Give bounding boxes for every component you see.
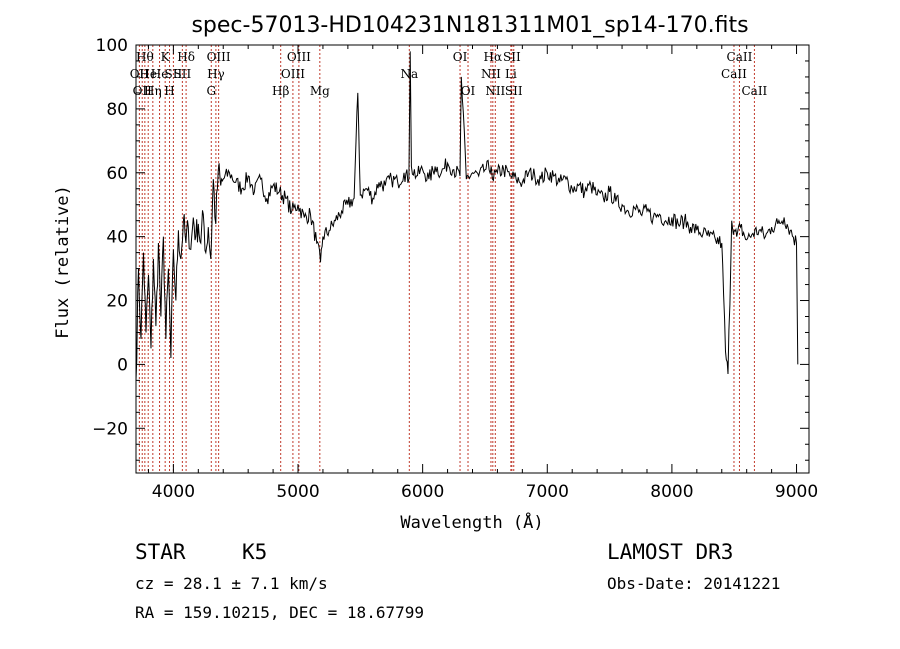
line-marker-label-18: Na: [400, 67, 418, 81]
survey-name: LAMOST DR3: [607, 540, 734, 564]
spectral-line-markers: [138, 45, 755, 473]
line-marker-label-4: Hη: [144, 84, 162, 98]
line-marker-label-19: OI: [453, 50, 468, 64]
x-axis-label: Wavelength (Å): [400, 511, 543, 533]
line-marker-label-11: G: [206, 84, 216, 98]
y-tick-label-4: 60: [106, 164, 128, 184]
line-marker-label-1: OII: [133, 84, 153, 98]
x-tick-label-1: 5000: [276, 482, 319, 502]
line-marker-label-3: He: [139, 67, 157, 81]
line-marker-label-5: He: [151, 67, 169, 81]
x-tick-label-3: 7000: [526, 482, 569, 502]
y-tick-label-6: 100: [96, 36, 128, 56]
line-marker-label-7: H: [164, 84, 174, 98]
flux-series-line: [135, 51, 799, 381]
line-marker-label-22: Hα: [484, 50, 503, 64]
y-tick-label-5: 80: [106, 100, 128, 120]
line-marker-label-15: OIII: [281, 67, 305, 81]
line-marker-label-29: CaII: [741, 84, 767, 98]
y-tick-label-0: −20: [92, 419, 128, 439]
line-marker-label-26: SII: [505, 84, 523, 98]
y-tick-label-3: 40: [106, 228, 128, 248]
chart-title: spec-57013-HD104231N181311M01_sp14-170.f…: [191, 13, 748, 38]
line-marker-label-16: OIII: [287, 50, 311, 64]
line-marker-label-6: K: [161, 50, 171, 64]
line-marker-label-9: Hδ: [177, 50, 195, 64]
y-tick-label-1: 0: [117, 355, 128, 375]
x-tick-label-2: 6000: [401, 482, 444, 502]
coordinates-readout: RA = 159.10215, DEC = 18.67799: [135, 603, 424, 622]
spectral-line-labels: OIIOIIHθHeHηHeKHSIIHδSIIGHγOIIIHβOIIIOII…: [130, 50, 768, 98]
line-marker-label-17: Mg: [310, 84, 330, 98]
line-marker-label-0: OII: [130, 67, 150, 81]
y-tick-label-2: 20: [106, 292, 128, 312]
spectral-subclass: K5: [242, 540, 268, 564]
line-marker-label-14: Hβ: [272, 84, 289, 98]
object-class: STAR: [135, 540, 186, 564]
line-marker-label-12: Hγ: [207, 67, 225, 81]
x-tick-label-4: 8000: [650, 482, 693, 502]
x-tick-label-5: 9000: [775, 482, 818, 502]
y-axis-ticks: −20 0 20 40 60 80 100: [92, 36, 809, 461]
line-marker-label-21: NII: [481, 67, 501, 81]
observation-date: Obs-Date: 20141221: [607, 574, 781, 593]
redshift-readout: cz = 28.1 ± 7.1 km/s: [135, 574, 328, 593]
line-marker-label-8: SII: [165, 67, 183, 81]
line-marker-label-23: NII: [485, 84, 505, 98]
line-marker-label-25: SII: [503, 50, 521, 64]
plot-frame: [135, 44, 810, 474]
x-tick-label-0: 4000: [152, 482, 195, 502]
line-marker-label-13: OIII: [207, 50, 231, 64]
line-marker-label-28: CaII: [727, 50, 753, 64]
line-marker-label-2: Hθ: [136, 50, 154, 64]
line-marker-label-10: SII: [174, 67, 192, 81]
line-marker-label-27: CaII: [721, 67, 747, 81]
line-marker-label-24: Li: [505, 67, 517, 81]
y-axis-label: Flux (relative): [53, 185, 73, 339]
x-axis-ticks: 4000 5000 6000 7000 8000 9000: [147, 45, 818, 502]
line-marker-label-20: OI: [461, 84, 476, 98]
